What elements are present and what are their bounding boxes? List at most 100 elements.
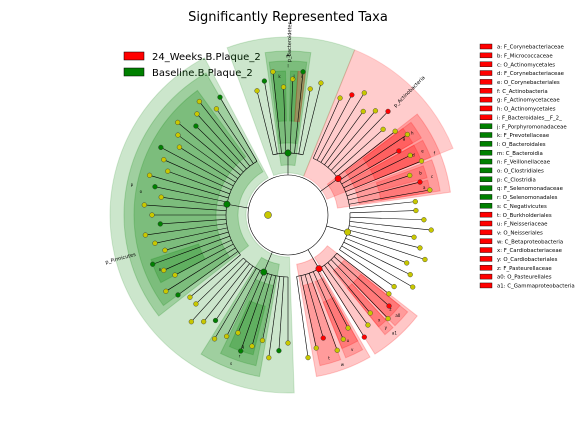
key-label: x: F_Cardiobacteriaceae xyxy=(497,248,563,254)
taxon-node xyxy=(150,261,156,267)
leaf-branch xyxy=(336,252,390,295)
taxon-node xyxy=(259,337,266,344)
branch xyxy=(226,203,249,209)
clade-sector xyxy=(378,179,431,201)
root-node xyxy=(264,211,272,219)
leaf-branch xyxy=(339,249,395,287)
taxon-node xyxy=(421,217,427,223)
leaf-branch xyxy=(196,113,247,170)
leaf-branch xyxy=(189,254,241,298)
key-label: f: C_Actinobacteria xyxy=(497,89,548,95)
leaf-branch xyxy=(154,186,228,203)
key-swatch xyxy=(479,70,493,76)
leaf-branch xyxy=(349,221,432,231)
taxon-node xyxy=(176,144,183,150)
taxon-node xyxy=(235,330,241,336)
leaf-branch xyxy=(165,247,236,292)
clade-letter: a xyxy=(423,185,426,190)
clade-letter: u xyxy=(347,338,350,343)
clade-node xyxy=(260,268,268,276)
leaf-branch xyxy=(179,146,236,183)
key-label: h: O_Actinomycetales xyxy=(497,107,556,113)
taxon-node xyxy=(146,172,153,178)
key-swatch xyxy=(479,96,493,103)
leaf-branch xyxy=(302,82,322,155)
key-swatch xyxy=(479,52,493,59)
taxon-node xyxy=(212,317,219,324)
clade-letter: x xyxy=(378,317,381,322)
clade-letter: k xyxy=(278,74,281,79)
leaf-branch xyxy=(339,134,408,181)
branch xyxy=(263,251,273,273)
clade-letter: c xyxy=(431,174,433,179)
leaf-branch xyxy=(336,131,396,178)
key-swatch xyxy=(479,265,493,271)
leaf-branch xyxy=(346,233,426,260)
clade-node xyxy=(223,200,231,208)
leaf-branch xyxy=(348,181,421,201)
leaf-branch xyxy=(226,270,261,337)
leaf-branch xyxy=(268,276,281,358)
leaf-branch xyxy=(219,97,258,162)
key-label: j: F_Porphyromonadaceae xyxy=(496,124,567,130)
taxon-node xyxy=(175,132,181,138)
key-swatch xyxy=(479,79,493,85)
key-label: m: C_Bacteroidia xyxy=(497,151,543,157)
leaf-branch xyxy=(177,251,239,296)
branch xyxy=(326,225,348,233)
key-swatch xyxy=(479,167,493,174)
taxon-node xyxy=(280,84,287,90)
key-label: u: F_Neisseriaceae xyxy=(497,222,548,228)
leaf-branch xyxy=(349,216,424,221)
taxon-node xyxy=(141,202,147,208)
taxon-node xyxy=(266,355,272,361)
clade-node xyxy=(284,149,292,157)
phylum-sector xyxy=(303,49,454,200)
leaf-branch xyxy=(324,111,364,166)
clade-letter: o xyxy=(140,189,143,194)
key-label: c: O_Actinomycetales xyxy=(497,62,555,68)
taxon-node xyxy=(188,319,194,325)
key-swatch xyxy=(479,114,493,121)
key-swatch xyxy=(479,43,493,50)
leaf-branch xyxy=(349,210,416,214)
leaf-branch xyxy=(316,269,349,329)
key-swatch xyxy=(479,158,493,165)
clade-sector xyxy=(200,256,280,378)
leaf-branch xyxy=(167,170,230,195)
key-swatch xyxy=(479,211,493,218)
taxon-node xyxy=(165,168,171,174)
leaf-branch xyxy=(145,223,227,236)
leaf-branch xyxy=(160,219,227,225)
leaf-branch xyxy=(262,275,276,341)
leaf-branch xyxy=(251,274,272,347)
taxon-node xyxy=(142,232,149,238)
phylum-sector xyxy=(226,36,356,177)
clade-sector xyxy=(322,296,359,350)
leaf-branch xyxy=(177,122,241,176)
taxon-node xyxy=(361,334,367,340)
clade-letter: a0 xyxy=(395,313,400,318)
leaf-branch xyxy=(343,241,411,275)
leaf-branch xyxy=(278,276,285,351)
taxon-node xyxy=(224,333,230,339)
leaf-branch xyxy=(333,256,390,307)
taxon-node xyxy=(238,348,244,354)
leaf-branch xyxy=(330,259,389,319)
leaf-branch xyxy=(256,90,274,155)
key-label: l: O_Bacteroidales xyxy=(497,142,546,148)
legend-swatch-1 xyxy=(123,67,145,77)
clade-letter: i xyxy=(301,74,302,79)
leaf-branch xyxy=(294,71,304,154)
taxon-node xyxy=(276,348,282,354)
clade-letter: z xyxy=(389,306,391,311)
legend: 24_Weeks.B.Plaque_2 Baseline.B.Plaque_2 xyxy=(123,51,261,79)
taxon-node xyxy=(372,108,379,114)
taxon-node xyxy=(161,157,167,163)
leaf-branch xyxy=(203,263,250,322)
taxon-node xyxy=(217,94,223,100)
taxon-node xyxy=(427,187,433,193)
taxon-node xyxy=(187,294,193,300)
leaf-branch xyxy=(164,231,229,251)
root-ring xyxy=(247,174,329,256)
